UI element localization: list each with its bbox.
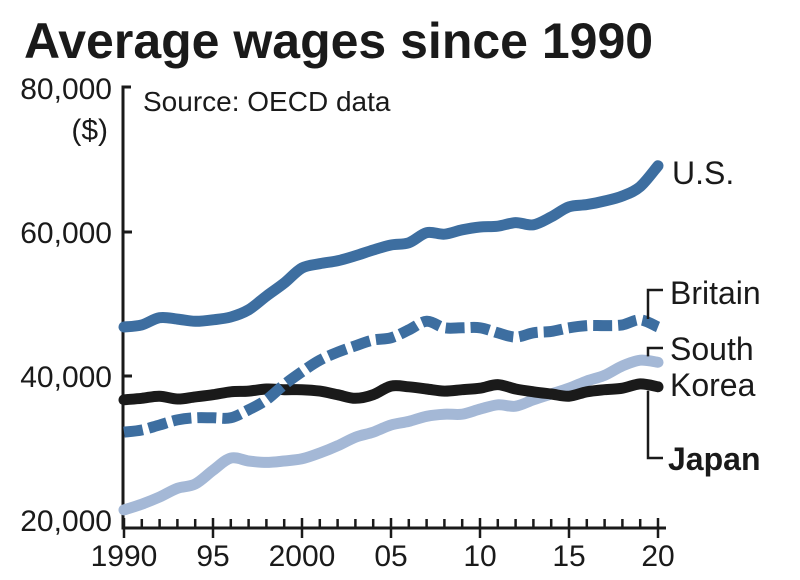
y-tick-label: 40,000 [20,361,112,394]
y-axis-unit-label: ($) [71,114,108,147]
source-note: Source: OECD data [143,86,391,117]
leader-line-japan [646,390,663,460]
y-tick-label: 60,000 [20,217,112,250]
leader-line-south-korea [646,346,663,357]
x-tick-label: 1990 [91,540,158,573]
series-line-u-s [118,160,664,333]
x-tick-label: 95 [196,540,229,573]
label-south-korea-line2: Korea [670,367,756,403]
series-line-south-korea [118,354,664,516]
series-layer [118,160,664,516]
label-south-korea-line1: South [670,331,754,367]
x-tick-label: 05 [374,540,407,573]
label-japan: Japan [668,441,760,477]
x-tick-label: 10 [463,540,496,573]
y-tick-label: 80,000 [20,73,112,106]
label-us: U.S. [672,155,734,191]
x-tick-label: 15 [552,540,585,573]
y-tick-label: 20,000 [20,505,112,538]
leader-line-britain [646,288,663,320]
label-britain: Britain [670,275,761,311]
series-line-japan [118,378,664,406]
series-line-britain [123,314,661,438]
x-tick-label: 2000 [269,540,336,573]
x-tick-label: 20 [641,540,674,573]
chart-title: Average wages since 1990 [24,13,653,69]
